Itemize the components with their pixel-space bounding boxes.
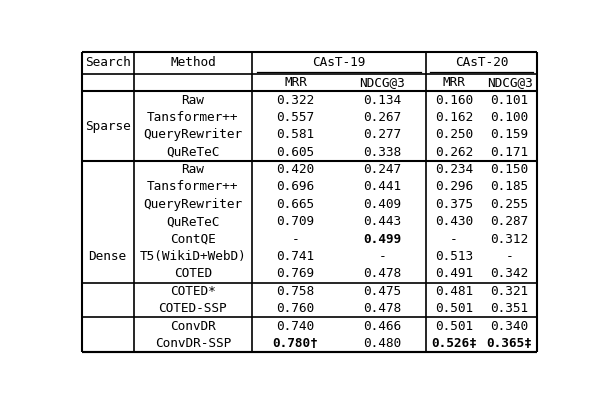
Text: 0.171: 0.171 [490, 146, 528, 159]
Text: -: - [379, 250, 386, 263]
Text: 0.481: 0.481 [435, 285, 473, 298]
Text: 0.499: 0.499 [364, 233, 402, 246]
Text: 0.262: 0.262 [435, 146, 473, 159]
Text: 0.760: 0.760 [277, 302, 315, 315]
Text: 0.312: 0.312 [490, 233, 528, 246]
Text: 0.478: 0.478 [364, 302, 402, 315]
Text: 0.480: 0.480 [364, 337, 402, 350]
Text: Raw: Raw [181, 163, 204, 176]
Text: 0.758: 0.758 [277, 285, 315, 298]
Text: NDCG@3: NDCG@3 [487, 76, 532, 89]
Text: COTED: COTED [174, 268, 212, 280]
Text: 0.287: 0.287 [490, 215, 528, 228]
Text: Tansformer++: Tansformer++ [147, 111, 239, 124]
Text: 0.277: 0.277 [364, 128, 402, 141]
Text: 0.581: 0.581 [277, 128, 315, 141]
Text: 0.150: 0.150 [490, 163, 528, 176]
Text: 0.491: 0.491 [435, 268, 473, 280]
Text: 0.696: 0.696 [277, 180, 315, 194]
Text: 0.321: 0.321 [490, 285, 528, 298]
Text: 0.466: 0.466 [364, 320, 402, 332]
Text: 0.501: 0.501 [435, 320, 473, 332]
Text: -: - [506, 250, 513, 263]
Text: 0.267: 0.267 [364, 111, 402, 124]
Text: -: - [292, 233, 300, 246]
Text: 0.501: 0.501 [435, 302, 473, 315]
Text: 0.160: 0.160 [435, 94, 473, 106]
Text: 0.665: 0.665 [277, 198, 315, 211]
Text: 0.250: 0.250 [435, 128, 473, 141]
Text: 0.159: 0.159 [490, 128, 528, 141]
Text: 0.513: 0.513 [435, 250, 473, 263]
Text: Tansformer++: Tansformer++ [147, 180, 239, 194]
Text: ContQE: ContQE [170, 233, 216, 246]
Text: 0.605: 0.605 [277, 146, 315, 159]
Text: 0.365‡: 0.365‡ [487, 337, 532, 350]
Text: 0.296: 0.296 [435, 180, 473, 194]
Text: 0.340: 0.340 [490, 320, 528, 332]
Text: QuReTeC: QuReTeC [166, 146, 220, 159]
Text: Raw: Raw [181, 94, 204, 106]
Text: CAsT-19: CAsT-19 [312, 56, 365, 70]
Text: 0.443: 0.443 [364, 215, 402, 228]
Text: 0.338: 0.338 [364, 146, 402, 159]
Text: 0.709: 0.709 [277, 215, 315, 228]
Text: 0.526‡: 0.526‡ [431, 337, 477, 350]
Text: 0.409: 0.409 [364, 198, 402, 211]
Text: 0.478: 0.478 [364, 268, 402, 280]
Text: 0.101: 0.101 [490, 94, 528, 106]
Text: 0.185: 0.185 [490, 180, 528, 194]
Text: 0.741: 0.741 [277, 250, 315, 263]
Text: 0.342: 0.342 [490, 268, 528, 280]
Text: 0.247: 0.247 [364, 163, 402, 176]
Text: 0.420: 0.420 [277, 163, 315, 176]
Text: ConvDR: ConvDR [170, 320, 216, 332]
Text: 0.351: 0.351 [490, 302, 528, 315]
Text: Search: Search [85, 56, 130, 70]
Text: COTED-SSP: COTED-SSP [159, 302, 227, 315]
Text: CAsT-20: CAsT-20 [455, 56, 509, 70]
Text: Dense: Dense [89, 250, 127, 263]
Text: 0.441: 0.441 [364, 180, 402, 194]
Text: QueryRewriter: QueryRewriter [143, 198, 242, 211]
Text: MRR: MRR [442, 76, 465, 89]
Text: 0.375: 0.375 [435, 198, 473, 211]
Text: 0.780†: 0.780† [273, 337, 318, 350]
Text: Method: Method [170, 56, 216, 70]
Text: 0.430: 0.430 [435, 215, 473, 228]
Text: T5(WikiD+WebD): T5(WikiD+WebD) [140, 250, 246, 263]
Text: 0.234: 0.234 [435, 163, 473, 176]
Text: 0.134: 0.134 [364, 94, 402, 106]
Text: 0.740: 0.740 [277, 320, 315, 332]
Text: 0.769: 0.769 [277, 268, 315, 280]
Text: 0.162: 0.162 [435, 111, 473, 124]
Text: 0.557: 0.557 [277, 111, 315, 124]
Text: ConvDR-SSP: ConvDR-SSP [155, 337, 231, 350]
Text: COTED*: COTED* [170, 285, 216, 298]
Text: Sparse: Sparse [85, 120, 130, 133]
Text: -: - [450, 233, 457, 246]
Text: NDCG@3: NDCG@3 [359, 76, 405, 89]
Text: QuReTeC: QuReTeC [166, 215, 220, 228]
Text: MRR: MRR [284, 76, 307, 89]
Text: 0.255: 0.255 [490, 198, 528, 211]
Text: 0.322: 0.322 [277, 94, 315, 106]
Text: 0.475: 0.475 [364, 285, 402, 298]
Text: 0.100: 0.100 [490, 111, 528, 124]
Text: QueryRewriter: QueryRewriter [143, 128, 242, 141]
